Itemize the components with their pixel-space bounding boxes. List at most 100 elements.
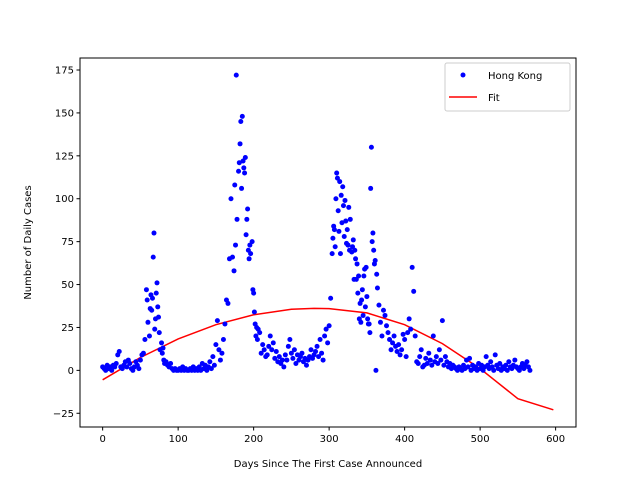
- data-point: [341, 233, 347, 239]
- data-point: [243, 232, 249, 238]
- data-point: [145, 319, 151, 325]
- data-point: [160, 345, 166, 351]
- data-point: [337, 251, 343, 257]
- data-point: [244, 216, 250, 222]
- data-point: [279, 357, 285, 363]
- data-point: [338, 192, 344, 198]
- data-point: [337, 179, 343, 185]
- data-point: [217, 357, 223, 363]
- data-point: [438, 357, 444, 363]
- data-point: [233, 242, 239, 248]
- data-point: [439, 318, 445, 324]
- data-point: [394, 348, 400, 354]
- data-point: [124, 364, 130, 370]
- data-point: [270, 340, 276, 346]
- data-point: [219, 350, 225, 356]
- x-tick-label: 400: [395, 434, 414, 445]
- data-point: [366, 321, 372, 327]
- data-point: [339, 220, 345, 226]
- data-point: [336, 228, 342, 234]
- x-tick-label: 600: [546, 434, 565, 445]
- data-point: [113, 360, 119, 366]
- data-point: [140, 350, 146, 356]
- data-point: [340, 184, 346, 190]
- data-point: [317, 336, 323, 342]
- data-point: [491, 367, 497, 373]
- legend-box: [444, 62, 571, 112]
- data-point: [213, 342, 219, 348]
- x-tick-label: 0: [99, 434, 105, 445]
- x-tick-label: 200: [244, 434, 263, 445]
- data-point: [353, 256, 359, 262]
- data-point: [412, 333, 418, 339]
- data-point: [426, 350, 432, 356]
- data-point: [229, 254, 235, 260]
- data-point: [400, 331, 406, 337]
- data-point: [236, 160, 242, 166]
- data-point: [248, 251, 254, 257]
- data-point: [506, 359, 512, 365]
- data-point: [237, 141, 243, 147]
- data-point: [384, 323, 390, 329]
- data-point: [429, 362, 435, 368]
- data-point: [504, 367, 510, 373]
- data-point: [397, 352, 403, 358]
- data-point: [405, 330, 411, 336]
- data-point: [273, 348, 279, 354]
- data-point: [242, 155, 248, 161]
- y-axis-title: Number of Daily Cases: [23, 185, 34, 299]
- data-point: [391, 333, 397, 339]
- data-point: [335, 208, 341, 214]
- y-axis: −25 0 25 50 75 100 125 150 175: [53, 66, 80, 420]
- data-point: [362, 304, 368, 310]
- legend-label-hong-kong: Hong Kong: [488, 71, 542, 82]
- data-point: [152, 326, 158, 332]
- data-point: [325, 340, 331, 346]
- data-point: [143, 287, 149, 293]
- data-point: [497, 360, 503, 366]
- data-point: [345, 242, 351, 248]
- data-point: [232, 182, 238, 188]
- data-point: [314, 343, 320, 349]
- data-point: [359, 287, 365, 293]
- y-tick-label: 25: [61, 323, 74, 334]
- data-point: [396, 342, 402, 348]
- data-point: [222, 321, 228, 327]
- data-point: [257, 330, 263, 336]
- data-point: [320, 357, 326, 363]
- data-point: [372, 258, 378, 264]
- data-point: [370, 230, 376, 236]
- y-tick-label: 50: [61, 280, 74, 291]
- data-point: [214, 318, 220, 324]
- data-point: [260, 342, 266, 348]
- legend-label-fit: Fit: [488, 93, 500, 104]
- data-point: [406, 316, 412, 322]
- data-point: [441, 362, 447, 368]
- data-point: [483, 354, 489, 360]
- y-tick-label: 0: [68, 366, 74, 377]
- data-point: [388, 347, 394, 353]
- data-point: [285, 343, 291, 349]
- data-point: [417, 354, 423, 360]
- data-point: [512, 357, 518, 363]
- data-point: [246, 256, 252, 262]
- data-point: [127, 360, 133, 366]
- data-point: [261, 347, 267, 353]
- data-point: [488, 359, 494, 365]
- axes-frame: [79, 57, 577, 428]
- data-point: [282, 352, 288, 358]
- data-point: [153, 290, 159, 296]
- data-point: [346, 204, 352, 210]
- data-point: [323, 326, 329, 332]
- data-point: [390, 340, 396, 346]
- data-point: [319, 350, 325, 356]
- data-point: [358, 319, 364, 325]
- legend-marker-hong-kong: [460, 72, 466, 78]
- data-point: [146, 333, 152, 339]
- data-point: [136, 366, 142, 372]
- data-point: [149, 307, 155, 313]
- data-point: [365, 316, 371, 322]
- data-point: [408, 326, 414, 332]
- data-point: [423, 355, 429, 361]
- y-tick-label: 100: [55, 194, 74, 205]
